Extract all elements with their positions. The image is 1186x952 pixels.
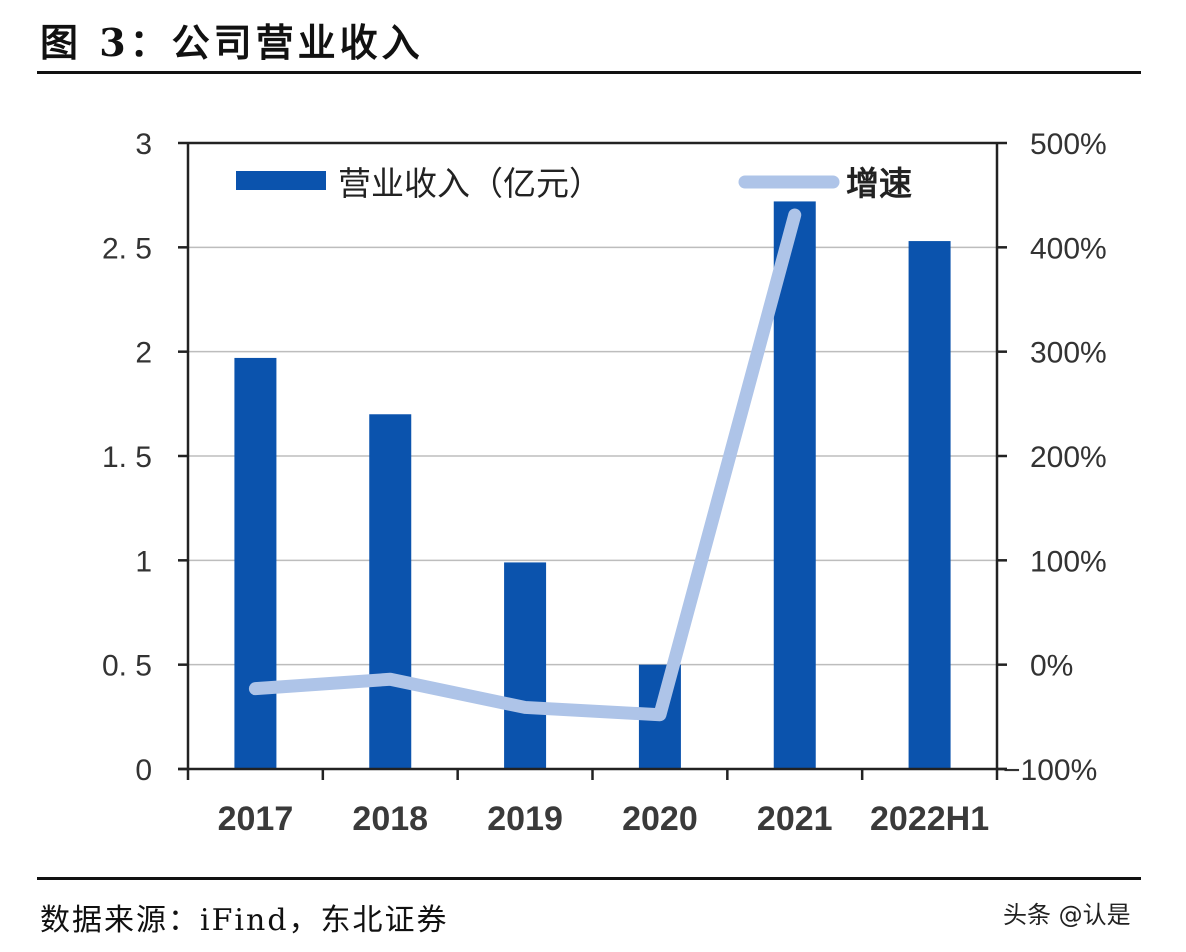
legend-swatch-revenue (236, 171, 326, 190)
left-axis-label: 1. 5 (102, 441, 152, 474)
figure-title: 图 3：公司营业收入 (40, 20, 424, 65)
gridlines (188, 142, 997, 666)
bar-2022H1 (908, 241, 951, 769)
right-axis-label: 200% (1030, 441, 1107, 474)
axes: 0 0. 5 1 1. 5 2 2. 5 3 −100% 0% 100% 200% 300% 400% 5… (102, 128, 1107, 838)
left-axis-label: 3 (135, 128, 152, 161)
left-axis-label: 2. 5 (102, 232, 152, 265)
x-axis-label: 2021 (757, 800, 833, 838)
bar-2021 (773, 201, 816, 770)
right-axis-label: 500% (1030, 128, 1107, 161)
right-axis-label: 0% (1030, 650, 1073, 683)
bar-2018 (369, 414, 412, 769)
x-axis-label: 2019 (487, 800, 563, 838)
left-axis-label: 0 (135, 754, 152, 787)
source-note: 数据来源：iFind，东北证券 (40, 903, 449, 938)
right-axis-label: 100% (1030, 545, 1107, 578)
watermark: 头条 @认是 (1003, 901, 1131, 929)
revenue-bars (234, 201, 951, 770)
left-axis-label: 1 (135, 545, 152, 578)
bar-2019 (504, 562, 547, 769)
left-axis-label: 2 (135, 337, 152, 370)
legend-label-growth: 增速 (846, 164, 912, 203)
right-axis-label: 300% (1030, 337, 1107, 370)
legend: 营业收入（亿元） 增速 (236, 164, 912, 203)
x-axis-label: 2020 (622, 800, 698, 838)
right-axis-label: −100% (1003, 754, 1097, 787)
right-axis-label: 400% (1030, 232, 1107, 265)
x-axis-label: 2018 (352, 800, 428, 838)
bar-2017 (234, 357, 277, 769)
x-axis-label: 2022H1 (870, 800, 989, 838)
x-axis-label: 2017 (218, 800, 294, 838)
growth-polyline (248, 208, 802, 722)
top-rule (37, 71, 1141, 74)
growth-line (248, 208, 802, 722)
legend-label-revenue: 营业收入（亿元） (338, 164, 602, 203)
left-axis-label: 0. 5 (102, 650, 152, 683)
bottom-rule (37, 877, 1141, 880)
